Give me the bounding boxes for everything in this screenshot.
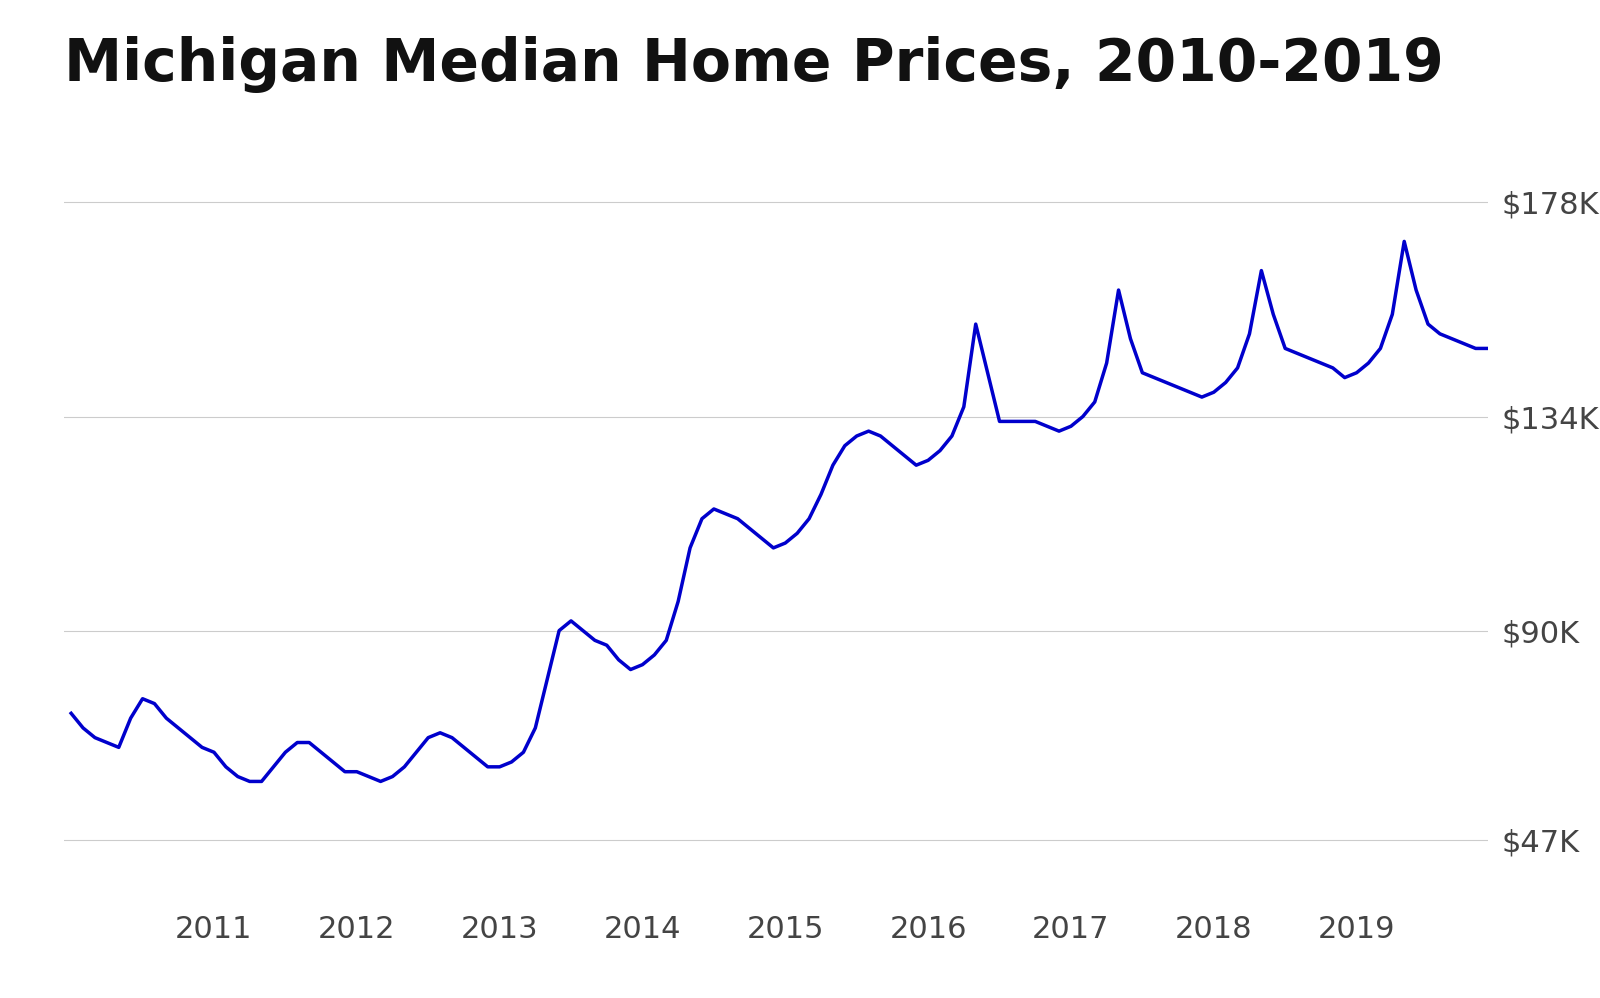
Text: Michigan Median Home Prices, 2010-2019: Michigan Median Home Prices, 2010-2019 [64,36,1443,93]
